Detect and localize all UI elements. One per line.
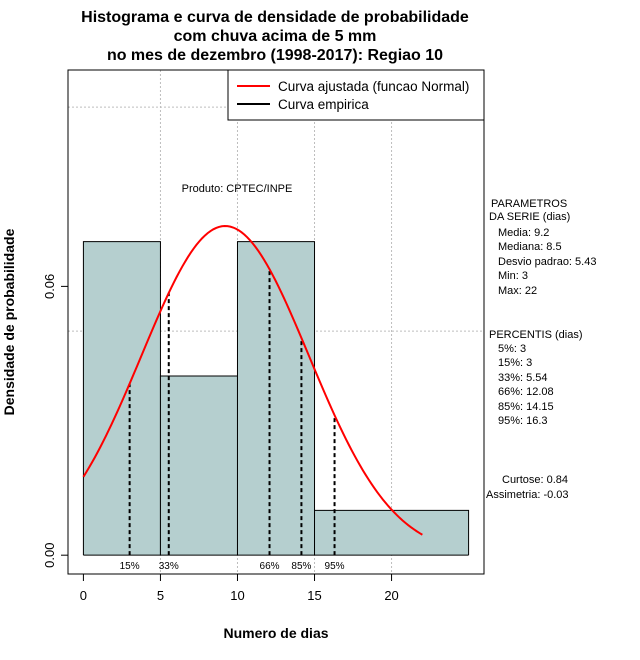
percentile-label-4: 95%: [325, 561, 345, 572]
percentile-label-3: 85%: [291, 561, 311, 572]
percentil-95: 95%: 16.3: [498, 415, 548, 427]
curtose-value: Curtose: 0.84: [502, 474, 568, 486]
parameters-panel: PARAMETROS DA SERIE (dias) Media: 9.2 Me…: [489, 198, 596, 297]
param-min: Min: 3: [498, 270, 528, 282]
x-axis-title: Numero de dias: [223, 625, 328, 641]
percentile-label-1: 33%: [159, 561, 179, 572]
shape-stats-panel: Curtose: 0.84 Assimetria: -0.03: [486, 474, 569, 501]
y-axis-title: Densidade de probabilidade: [1, 228, 17, 415]
percentil-85: 85%: 14.15: [498, 401, 554, 413]
x-tick-label-2: 10: [230, 588, 244, 603]
y-axis: 0.00 0.06: [42, 274, 69, 568]
x-tick-label-1: 5: [157, 588, 164, 603]
title-line-2: com chuva acima de 5 mm: [174, 28, 377, 45]
legend-label-fitted: Curva ajustada (funcao Normal): [278, 79, 469, 94]
percentile-label-0: 15%: [120, 561, 140, 572]
params-title-2: DA SERIE (dias): [489, 211, 570, 223]
percentil-5: 5%: 3: [498, 343, 526, 355]
legend: Curva ajustada (funcao Normal) Curva emp…: [227, 69, 485, 121]
x-axis: 0 5 10 15 20: [80, 573, 399, 603]
percentil-66: 66%: 12.08: [498, 386, 554, 398]
param-mediana: Mediana: 8.5: [498, 241, 562, 253]
percentile-label-2: 66%: [260, 561, 280, 572]
title-line-3: no mes de dezembro (1998-2017): Regiao 1…: [107, 47, 443, 64]
param-desvio: Desvio padrao: 5.43: [498, 256, 596, 268]
percentile-lines: 15% 33% 66% 85% 95%: [120, 269, 345, 572]
y-tick-label-0: 0.00: [42, 543, 57, 568]
normal-curve-layer: [82, 225, 423, 536]
title-line-1: Histograma e curva de densidade de proba…: [81, 9, 469, 26]
histogram-bar-3: [314, 510, 469, 556]
percentis-panel: PERCENTIS (dias) 5%: 3 15%: 3 33%: 5.54 …: [489, 329, 583, 427]
histogram-bar-1: [160, 375, 238, 556]
chart-title: Histograma e curva de densidade de proba…: [81, 9, 469, 64]
percentis-title: PERCENTIS (dias): [489, 329, 583, 341]
legend-box: [227, 69, 485, 121]
percentil-33: 33%: 5.54: [498, 372, 548, 384]
y-tick-label-1: 0.06: [42, 274, 57, 299]
x-tick-label-4: 20: [384, 588, 398, 603]
histogram-bar-0: [83, 241, 161, 556]
param-max: Max: 22: [498, 285, 537, 297]
histogram-bars: [82, 241, 470, 556]
histogram-bar-2: [237, 241, 315, 556]
params-title-1: PARAMETROS: [491, 198, 567, 210]
product-label: Produto: CPTEC/INPE: [182, 183, 293, 195]
percentil-15: 15%: 3: [498, 357, 532, 369]
assimetria-value: Assimetria: -0.03: [486, 489, 569, 501]
x-tick-label-3: 15: [307, 588, 321, 603]
normal-fit-curve: [82, 225, 423, 536]
x-tick-label-0: 0: [80, 588, 87, 603]
param-media: Media: 9.2: [498, 227, 549, 239]
empirical-outline-2: [236, 241, 316, 556]
legend-label-empirical: Curva empirica: [278, 97, 369, 112]
